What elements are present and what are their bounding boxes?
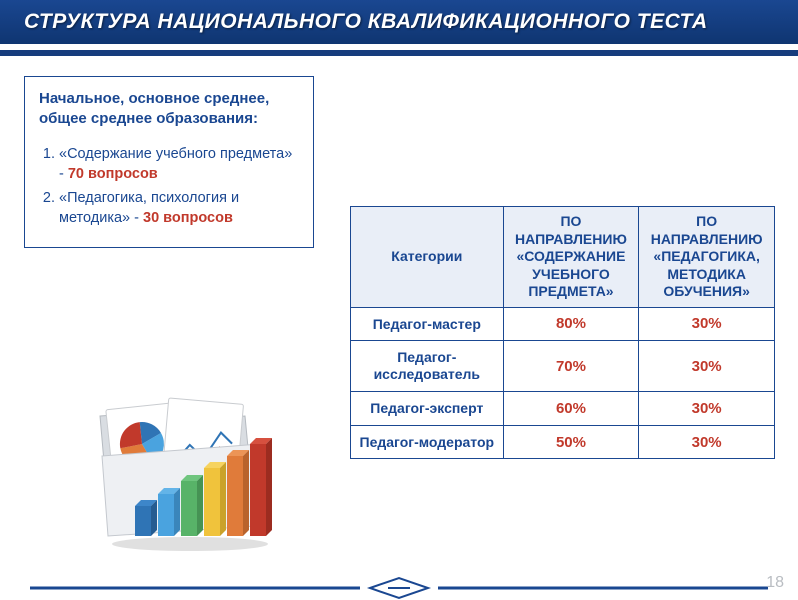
table-row: Педагог-эксперт 60% 30% — [351, 391, 775, 425]
value-cell: 30% — [639, 307, 775, 341]
col-header: ПО НАПРАВЛЕНИЮ «СОДЕРЖАНИЕ УЧЕБНОГО ПРЕД… — [503, 207, 639, 308]
category-cell: Педагог-эксперт — [351, 391, 504, 425]
category-cell: Педагог-исследователь — [351, 341, 504, 392]
page-title: СТРУКТУРА НАЦИОНАЛЬНОГО КВАЛИФИКАЦИОННОГ… — [0, 0, 798, 44]
table-row: Педагог-исследователь 70% 30% — [351, 341, 775, 392]
info-box: Начальное, основное среднее, общее средн… — [24, 76, 314, 248]
value-cell: 60% — [503, 391, 639, 425]
qualification-table: Категории ПО НАПРАВЛЕНИЮ «СОДЕРЖАНИЕ УЧЕ… — [350, 206, 775, 459]
value-cell: 30% — [639, 341, 775, 392]
content-area: Начальное, основное среднее, общее средн… — [0, 56, 798, 248]
list-item: «Содержание учебного предмета» - 70 вопр… — [59, 144, 299, 185]
value-cell: 50% — [503, 425, 639, 459]
table: Категории ПО НАПРАВЛЕНИЮ «СОДЕРЖАНИЕ УЧЕ… — [350, 206, 775, 459]
category-cell: Педагог-мастер — [351, 307, 504, 341]
footer-decoration — [0, 576, 798, 600]
item-highlight: 30 вопросов — [143, 210, 233, 226]
info-lead: Начальное, основное среднее, общее средн… — [39, 89, 299, 130]
col-header: ПО НАПРАВЛЕНИЮ «ПЕДАГОГИКА, МЕТОДИКА ОБУ… — [639, 207, 775, 308]
category-cell: Педагог-модератор — [351, 425, 504, 459]
info-list: «Содержание учебного предмета» - 70 вопр… — [39, 144, 299, 229]
chart-folder-icon — [80, 386, 280, 556]
page-number: 18 — [766, 574, 784, 592]
value-cell: 70% — [503, 341, 639, 392]
title-text: СТРУКТУРА НАЦИОНАЛЬНОГО КВАЛИФИКАЦИОННОГ… — [24, 10, 708, 33]
item-highlight: 70 вопросов — [68, 166, 158, 182]
value-cell: 30% — [639, 391, 775, 425]
col-header: Категории — [351, 207, 504, 308]
value-cell: 30% — [639, 425, 775, 459]
value-cell: 80% — [503, 307, 639, 341]
list-item: «Педагогика, психология и методика» - 30… — [59, 188, 299, 229]
table-header-row: Категории ПО НАПРАВЛЕНИЮ «СОДЕРЖАНИЕ УЧЕ… — [351, 207, 775, 308]
table-row: Педагог-модератор 50% 30% — [351, 425, 775, 459]
table-row: Педагог-мастер 80% 30% — [351, 307, 775, 341]
